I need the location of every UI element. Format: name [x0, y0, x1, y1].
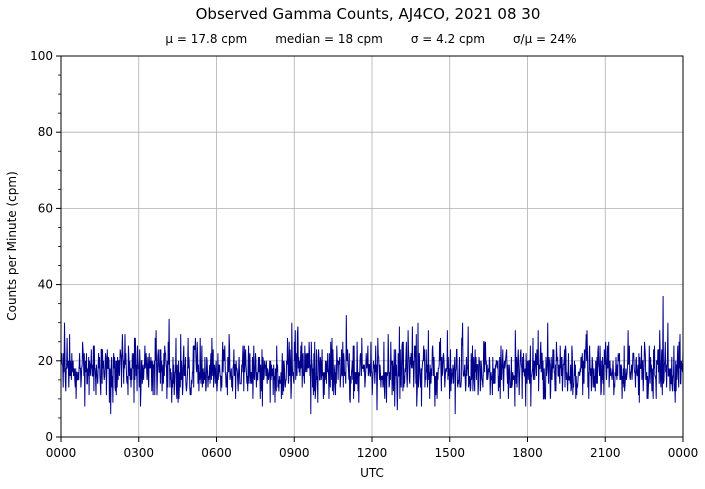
gamma-counts-line: [60, 295, 684, 415]
y-tick-label: 40: [38, 278, 53, 292]
y-tick-label: 20: [38, 354, 53, 368]
axes-layer: 0 20 40 60 80 100 0000 0300 0600 0900 1200 1500 1800…: [30, 49, 698, 460]
y-axis-label: Counts per Minute (cpm): [5, 171, 19, 321]
x-tick-label: 0300: [123, 446, 154, 460]
x-tick-label: 2100: [590, 446, 621, 460]
x-tick-label: 0600: [201, 446, 232, 460]
gamma-counts-series: [60, 295, 684, 415]
chart-title: Observed Gamma Counts, AJ4CO, 2021 08 30: [196, 5, 541, 23]
x-tick-label: 1800: [512, 446, 543, 460]
x-tick-label: 1500: [434, 446, 465, 460]
stat-median: median = 18 cpm: [275, 32, 383, 46]
x-tick-label: 0900: [279, 446, 310, 460]
stat-mean: μ = 17.8 cpm: [165, 32, 247, 46]
stat-ratio: σ/μ = 24%: [513, 32, 577, 46]
stat-sigma: σ = 4.2 cpm: [411, 32, 485, 46]
y-tick-label: 0: [45, 430, 53, 444]
y-tick-label: 80: [38, 125, 53, 139]
plot-border: [60, 55, 684, 438]
x-tick-label: 0000: [46, 446, 77, 460]
x-tick-label: 0000: [668, 446, 699, 460]
x-tick-label: 1200: [357, 446, 388, 460]
y-tick-label: 60: [38, 201, 53, 215]
y-tick-label: 100: [30, 49, 53, 63]
chart-stats-line: μ = 17.8 cpm median = 18 cpm σ = 4.2 cpm σ/…: [165, 32, 576, 46]
x-axis-label: UTC: [360, 466, 384, 480]
